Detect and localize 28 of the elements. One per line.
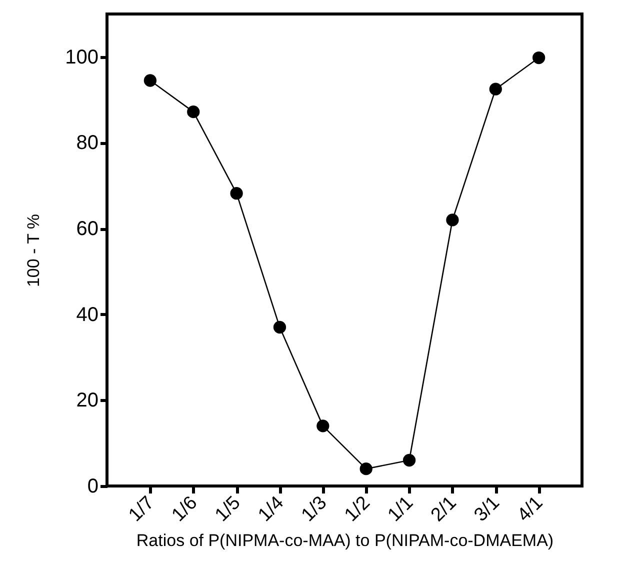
x-tick-label: 1/1 — [384, 492, 418, 526]
x-tick-label: 1/5 — [211, 492, 245, 526]
x-tick-label: 1/7 — [124, 492, 158, 526]
x-tick-label: 1/4 — [254, 492, 288, 526]
y-tick-label: 100 — [65, 46, 98, 68]
point — [402, 454, 416, 467]
y-axis-title: 100 - T % — [24, 214, 44, 288]
point — [489, 82, 502, 96]
point — [273, 320, 286, 334]
x-tick-label: 1/2 — [340, 492, 374, 526]
y-tick-label: 20 — [76, 390, 98, 412]
y-tick-label: 80 — [76, 132, 98, 154]
point — [187, 106, 200, 118]
x-tick-label: 4/1 — [514, 492, 548, 526]
x-axis-title: Ratios of P(NIPMA-co-MAA) to P(NIPAM-co-DMAEMA) — [136, 531, 554, 550]
x-tick-label: 1/6 — [168, 492, 202, 526]
y-tick-label: 40 — [76, 304, 98, 326]
x-tick-label: 2/1 — [427, 492, 461, 526]
point — [316, 420, 330, 432]
x-tick-label: 3/1 — [470, 492, 504, 526]
point — [360, 462, 372, 476]
y-tick-label: 60 — [76, 218, 98, 240]
point — [446, 214, 459, 226]
x-tick-label: 1/3 — [298, 492, 332, 526]
y-tick-label: 0 — [87, 476, 98, 498]
point — [230, 187, 243, 200]
point — [144, 74, 157, 87]
point — [532, 51, 546, 64]
